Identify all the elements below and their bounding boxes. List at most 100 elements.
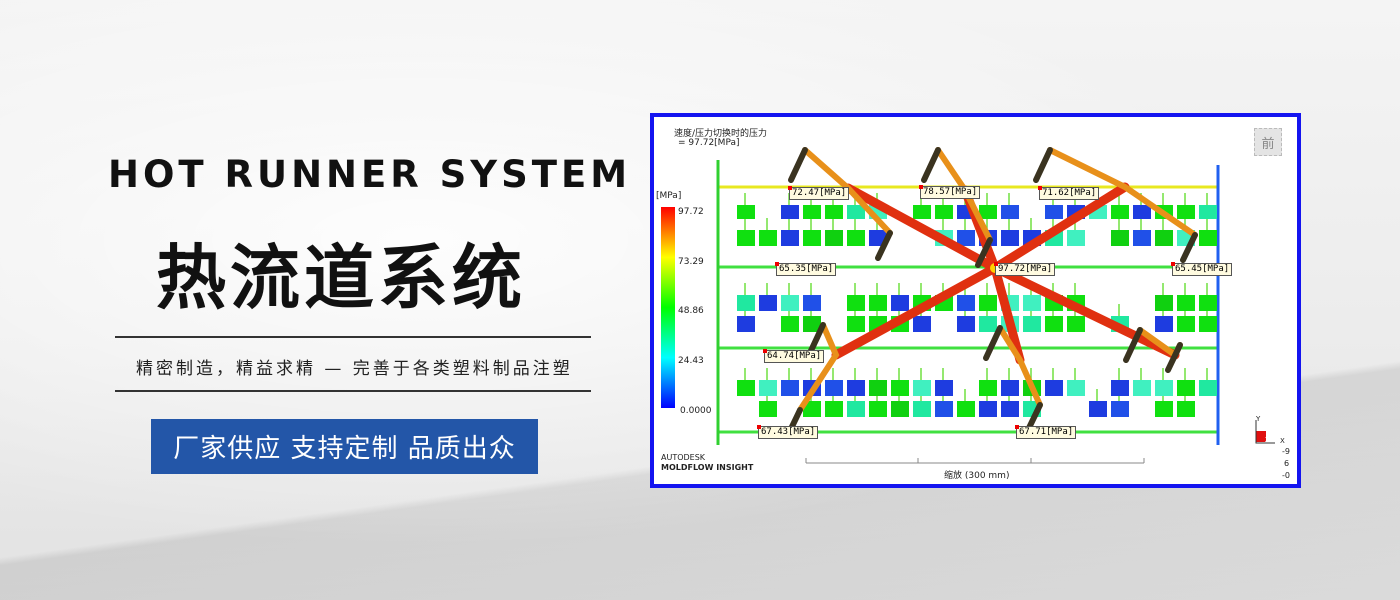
cavity-part <box>781 230 799 246</box>
cavity-part <box>1199 316 1217 332</box>
cavity-part <box>935 401 953 417</box>
cavity-part <box>957 295 975 311</box>
hot-runner-tube <box>831 263 1000 360</box>
cavity-part <box>1067 316 1085 332</box>
cavity-part <box>1155 316 1173 332</box>
cavity-part <box>737 205 755 219</box>
scale-tick: 97.72 <box>678 207 704 217</box>
rotation-x: -9 <box>1282 447 1290 456</box>
view-cube-front[interactable]: 前 <box>1254 128 1282 156</box>
hot-runner-tube <box>990 263 1180 360</box>
result-value: = 97.72[MPa] <box>678 138 740 148</box>
cavity-part <box>1045 380 1063 396</box>
scale-tick: 24.43 <box>678 356 704 366</box>
probe-label: 71.62[MPa] <box>1037 186 1100 200</box>
nozzle-tip <box>1033 147 1053 183</box>
cavity-part <box>957 401 975 417</box>
cavity-part <box>1177 316 1195 332</box>
cavity-part <box>759 230 777 246</box>
cavity-part <box>1001 380 1019 396</box>
rotation-y: 6 <box>1284 459 1290 468</box>
cavity-part <box>1067 230 1085 246</box>
probe-label: 72.47[MPa] <box>787 186 850 200</box>
nozzle-arm <box>797 322 840 413</box>
cavity-part <box>1155 230 1173 246</box>
hot-runner-tube <box>990 182 1130 273</box>
cavity-part <box>847 401 865 417</box>
cavity-part <box>759 380 777 396</box>
cavity-part <box>979 205 997 219</box>
divider-bottom <box>115 390 591 392</box>
divider-top <box>115 336 591 338</box>
brand-moldflow: MOLDFLOW INSIGHT <box>661 463 754 472</box>
cavity-part <box>1001 401 1019 417</box>
cavity-part <box>1177 401 1195 417</box>
cavity-part <box>803 295 821 311</box>
cavity-part <box>825 380 843 396</box>
cavity-part <box>737 295 755 311</box>
cavity-part <box>781 316 799 332</box>
cavity-part <box>891 295 909 311</box>
cavity-part <box>891 401 909 417</box>
nozzle-tip <box>1025 402 1043 433</box>
cavity-part <box>869 380 887 396</box>
cavity-part <box>979 401 997 417</box>
cavity-part <box>1111 230 1129 246</box>
axis-x-label: X <box>1280 437 1285 445</box>
result-title: 速度/压力切换时的压力 <box>674 129 768 139</box>
cavity-part <box>1023 295 1041 311</box>
cavity-part <box>1155 401 1173 417</box>
cavity-part <box>913 316 931 332</box>
nozzle-arm <box>1047 147 1198 238</box>
axis-y-label: Y <box>1256 415 1261 423</box>
cavity-part <box>847 380 865 396</box>
scale-bar-label: 缩放 (300 mm) <box>944 471 1010 481</box>
runner-model <box>661 147 1275 464</box>
cavity-part <box>1199 295 1217 311</box>
nozzle-tip <box>1123 327 1143 363</box>
cavity-part <box>1133 205 1151 219</box>
probe-label: 67.71[MPa] <box>1014 425 1077 439</box>
scale-unit: [MPa] <box>656 191 682 201</box>
cavity-part <box>913 380 931 396</box>
cavity-part <box>1111 401 1129 417</box>
scale-tick: 48.86 <box>678 306 704 316</box>
probe-label: 97.72[MPa] <box>993 262 1056 276</box>
cavity-part <box>737 316 755 332</box>
cavity-part <box>979 295 997 311</box>
nozzle-tip <box>788 147 808 183</box>
cavity-part <box>759 401 777 417</box>
nozzle-tip <box>875 230 893 261</box>
cavity-part <box>935 205 953 219</box>
cavity-part <box>1199 380 1217 396</box>
cavity-part <box>1199 205 1217 219</box>
scale-tick: 73.29 <box>678 257 704 267</box>
axis-z-box <box>1256 431 1266 442</box>
cavity-part <box>847 295 865 311</box>
cavity-part <box>1155 295 1173 311</box>
cavity-part <box>1001 230 1019 246</box>
cavity-part <box>1111 205 1129 219</box>
brand-autodesk: AUTODESK <box>661 453 706 462</box>
cavity-part <box>1177 205 1195 219</box>
cavity-part <box>1155 380 1173 396</box>
cavity-part <box>913 205 931 219</box>
cavity-part <box>1199 230 1217 246</box>
cta-button[interactable]: 厂家供应 支持定制 品质出众 <box>151 419 538 474</box>
nozzle-tip <box>1165 342 1183 373</box>
cavity-part <box>1177 295 1195 311</box>
cavity-part <box>1111 380 1129 396</box>
nozzle-tip <box>975 237 993 268</box>
nozzle-tip <box>1180 232 1198 263</box>
cavity-part <box>759 295 777 311</box>
hot-runner-tube <box>843 183 1000 273</box>
probe-label: 65.35[MPa] <box>774 262 837 276</box>
probe-label: 65.45[MPa] <box>1170 262 1233 276</box>
cavity-part <box>803 401 821 417</box>
cavity-part <box>1089 401 1107 417</box>
cavity-part <box>957 316 975 332</box>
cavity-part <box>803 205 821 219</box>
cavity-part <box>825 401 843 417</box>
subtitle: 精密制造，精益求精 — 完善于各类塑料制品注塑 <box>136 359 573 379</box>
rotation-z: -0 <box>1282 471 1290 480</box>
